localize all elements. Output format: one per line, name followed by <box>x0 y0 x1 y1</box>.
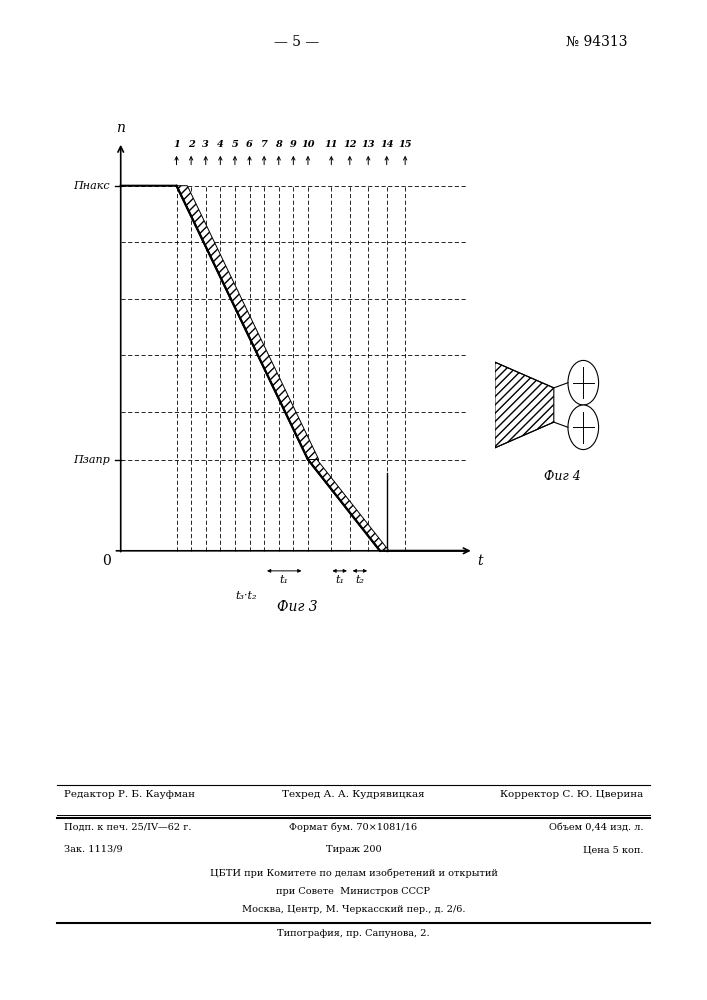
Text: Фиг 4: Фиг 4 <box>544 470 580 483</box>
Text: 1: 1 <box>173 140 180 149</box>
Text: 14: 14 <box>380 140 394 149</box>
Text: 7: 7 <box>261 140 267 149</box>
Text: Зак. 1113/9: Зак. 1113/9 <box>64 845 122 854</box>
Text: 5: 5 <box>232 140 238 149</box>
Text: Техред А. А. Кудрявицкая: Техред А. А. Кудрявицкая <box>282 790 425 799</box>
Text: t: t <box>477 554 483 568</box>
Text: Корректор С. Ю. Цверина: Корректор С. Ю. Цверина <box>500 790 643 799</box>
Text: № 94313: № 94313 <box>566 35 627 49</box>
Text: 10: 10 <box>301 140 315 149</box>
Text: 2: 2 <box>188 140 194 149</box>
Text: Типография, пр. Сапунова, 2.: Типография, пр. Сапунова, 2. <box>277 929 430 938</box>
Text: t₃·t₂: t₃·t₂ <box>235 591 257 601</box>
Text: 6: 6 <box>246 140 253 149</box>
Text: 15: 15 <box>399 140 412 149</box>
Circle shape <box>568 405 599 450</box>
Text: 4: 4 <box>217 140 223 149</box>
Text: 12: 12 <box>343 140 356 149</box>
Text: 0: 0 <box>102 554 111 568</box>
Text: Тираж 200: Тираж 200 <box>326 845 381 854</box>
Text: Москва, Центр, М. Черкасский пер., д. 2/6.: Москва, Центр, М. Черкасский пер., д. 2/… <box>242 905 465 914</box>
Text: Объем 0,44 изд. л.: Объем 0,44 изд. л. <box>549 823 643 832</box>
Text: n: n <box>116 121 125 135</box>
Text: 9: 9 <box>290 140 297 149</box>
Polygon shape <box>495 362 554 448</box>
Text: Редактор Р. Б. Кауфман: Редактор Р. Б. Кауфман <box>64 790 194 799</box>
Text: 13: 13 <box>361 140 375 149</box>
Text: Пзапр: Пзапр <box>73 455 110 465</box>
Text: при Совете  Министров СССР: при Совете Министров СССР <box>276 887 431 896</box>
Text: ЦБТИ при Комитете по делам изобретений и открытий: ЦБТИ при Комитете по делам изобретений и… <box>209 869 498 879</box>
Text: Цена 5 коп.: Цена 5 коп. <box>583 845 643 854</box>
Text: t₁: t₁ <box>280 575 288 585</box>
Text: 8: 8 <box>275 140 282 149</box>
Text: — 5 —: — 5 — <box>274 35 320 49</box>
Text: Пнакс: Пнакс <box>74 181 110 191</box>
Text: t₁: t₁ <box>335 575 344 585</box>
Text: Подп. к печ. 25/IV—62 г.: Подп. к печ. 25/IV—62 г. <box>64 823 191 832</box>
Text: Фиг 3: Фиг 3 <box>276 600 317 614</box>
Text: 11: 11 <box>325 140 338 149</box>
Polygon shape <box>177 186 319 460</box>
Circle shape <box>568 360 599 405</box>
Text: 3: 3 <box>202 140 209 149</box>
Text: t₂: t₂ <box>356 575 364 585</box>
Polygon shape <box>308 460 389 551</box>
Text: Формат бум. 70×1081/16: Формат бум. 70×1081/16 <box>289 823 418 832</box>
